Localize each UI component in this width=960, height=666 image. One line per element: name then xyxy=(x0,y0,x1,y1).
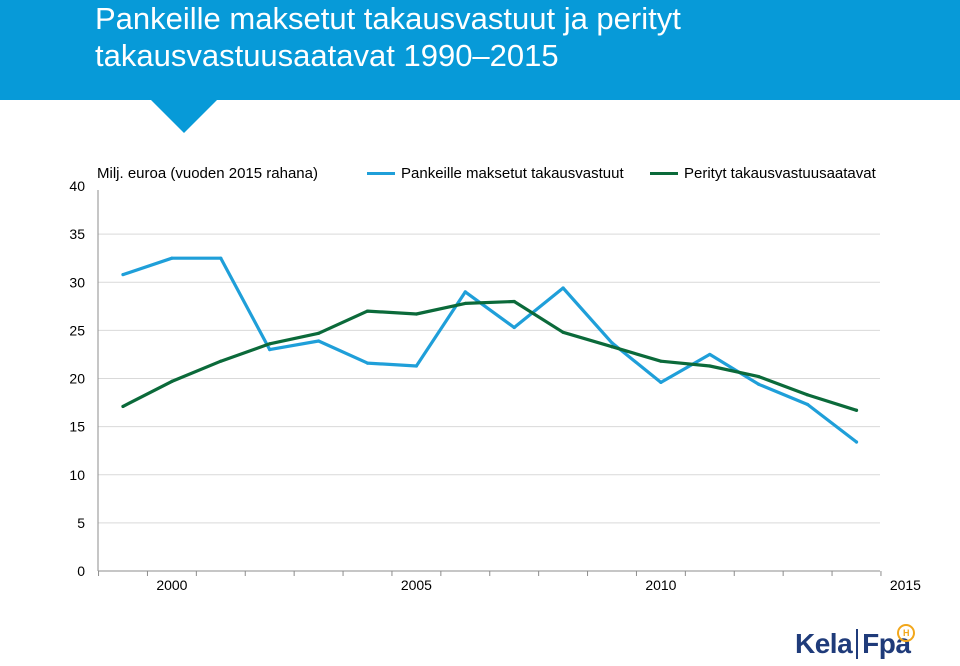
series-line-2 xyxy=(121,299,859,412)
title-line-2: takausvastuusaatavat 1990–2015 xyxy=(95,38,559,73)
y-tick-label: 40 xyxy=(69,178,85,194)
data-point xyxy=(121,404,125,409)
data-point xyxy=(806,393,810,397)
data-point xyxy=(512,299,516,304)
legend-swatch-maksetut xyxy=(367,172,395,175)
data-point xyxy=(463,290,467,294)
legend-label-perityt: Perityt takausvastuusaatavat xyxy=(684,165,876,182)
data-point xyxy=(708,364,712,368)
data-point xyxy=(610,341,614,345)
kela-fpa-logo: Kela Fpa H xyxy=(795,624,915,664)
data-point xyxy=(463,301,467,306)
data-point xyxy=(757,374,761,379)
data-point xyxy=(757,382,761,386)
data-point xyxy=(414,364,418,368)
data-point xyxy=(854,440,859,444)
logo-text-kela: Kela xyxy=(795,628,853,659)
data-point xyxy=(268,342,272,346)
data-point xyxy=(317,331,321,335)
y-tick-label: 30 xyxy=(69,274,85,290)
page-title: Pankeille maksetut takausvastuut ja peri… xyxy=(95,0,935,74)
legend-swatch-perityt xyxy=(650,172,678,175)
y-tick-label: 35 xyxy=(69,226,85,242)
data-point xyxy=(365,309,370,313)
data-point xyxy=(610,345,614,349)
data-point xyxy=(854,408,859,412)
data-point xyxy=(561,286,565,290)
legend-item-maksetut: Pankeille maksetut takausvastuut xyxy=(367,165,624,182)
data-point xyxy=(268,348,272,352)
data-point xyxy=(365,361,370,365)
header-banner: Pankeille maksetut takausvastuut ja peri… xyxy=(0,0,960,100)
y-tick-label: 10 xyxy=(69,467,85,483)
data-point xyxy=(170,379,174,383)
x-tick-label: 2010 xyxy=(645,577,676,593)
y-tick-label: 20 xyxy=(69,371,85,387)
x-tick-label: 2000 xyxy=(156,577,187,593)
y-tick-label: 25 xyxy=(69,322,85,338)
data-point xyxy=(659,359,663,363)
data-point xyxy=(219,256,223,260)
legend-label-maksetut: Pankeille maksetut takausvastuut xyxy=(401,165,624,182)
data-point xyxy=(561,330,565,334)
data-point xyxy=(708,352,712,357)
x-tick-label: 2015 xyxy=(890,577,921,593)
data-point xyxy=(121,272,125,277)
legend-item-perityt: Perityt takausvastuusaatavat xyxy=(650,165,876,182)
header-notch xyxy=(150,99,218,133)
data-point xyxy=(512,325,516,330)
data-point xyxy=(170,256,174,260)
logo-badge-icon: H xyxy=(897,624,915,642)
y-tick-label: 0 xyxy=(77,563,85,579)
logo-divider xyxy=(856,629,859,659)
data-point xyxy=(806,402,810,407)
data-point xyxy=(219,359,223,363)
series-line-1 xyxy=(121,256,859,444)
y-tick-label: 5 xyxy=(77,515,85,531)
data-point xyxy=(659,380,663,384)
title-line-1: Pankeille maksetut takausvastuut ja peri… xyxy=(95,1,681,36)
data-point xyxy=(414,312,418,316)
x-tick-label: 2005 xyxy=(401,577,432,593)
data-point xyxy=(317,339,321,343)
y-tick-label: 15 xyxy=(69,419,85,435)
unit-label: Milj. euroa (vuoden 2015 rahana) xyxy=(97,165,318,182)
